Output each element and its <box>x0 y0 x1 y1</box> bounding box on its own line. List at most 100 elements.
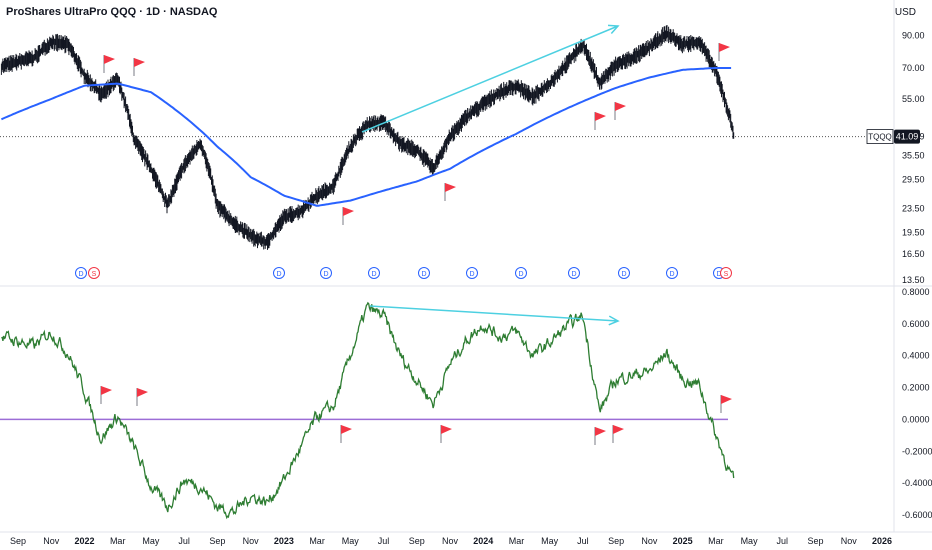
flag-icon <box>440 425 452 443</box>
split-circle <box>720 267 732 279</box>
dividend-text: D <box>78 271 83 278</box>
dividend-circle <box>466 267 478 279</box>
time-axis-label: Jul <box>378 536 390 546</box>
flag-icon <box>718 43 730 61</box>
price-tag-box <box>894 129 920 144</box>
dividend-circle <box>618 267 630 279</box>
dividend-marker: D <box>466 267 478 279</box>
time-axis-label: 2022 <box>74 536 94 546</box>
price-axis-tick-label: 16.50 <box>902 249 925 259</box>
currency-label: USD <box>894 7 916 18</box>
price-pane: 90.00 70.00 55.00 41.09 35.50 29.50 23.50 19.50… <box>0 24 925 285</box>
chart-title: ProShares UltraPro QQQ · 1D · NASDAQ <box>6 6 218 18</box>
time-axis-label: Jul <box>577 536 589 546</box>
dividend-marker: D <box>666 267 678 279</box>
dividend-circle <box>568 267 580 279</box>
dividend-text: D <box>469 271 474 278</box>
time-axis-label: 2023 <box>274 536 294 546</box>
time-axis-label: Sep <box>808 536 824 546</box>
dividend-circle <box>273 267 285 279</box>
oscillator-axis-tick-label: 0.8000 <box>902 287 930 297</box>
dividend-marker: D <box>75 267 87 279</box>
dividend-marker: D <box>320 267 332 279</box>
time-axis-label: 2025 <box>673 536 693 546</box>
flag-cloth <box>615 102 626 111</box>
oscillator-pane: 0.8000 0.6000 0.4000 0.2000 0.0000 -0.2000 -0.… <box>0 287 932 520</box>
dividend-marker: D <box>618 267 630 279</box>
dividend-circle <box>368 267 380 279</box>
moving-average-line <box>0 67 732 207</box>
flag-cloth <box>595 427 606 436</box>
time-axis-label: Nov <box>243 536 260 546</box>
flag-icon <box>342 207 354 225</box>
dividend-marker: D <box>273 267 285 279</box>
time-axis-label: Mar <box>110 536 126 546</box>
time-axis-label: Sep <box>10 536 26 546</box>
oscillator-axis-tick-label: 0.4000 <box>902 351 930 361</box>
split-text: S <box>724 271 729 278</box>
price-axis-tick-label: 55.00 <box>902 94 925 104</box>
dividend-circle <box>515 267 527 279</box>
ticker-tag-box <box>866 129 894 144</box>
price-axis-tick-label: 70.00 <box>902 63 925 73</box>
flag-icon <box>614 102 626 120</box>
time-axis: Sep Nov 2022 Mar May Jul Sep Nov 2023 Mar May Jul Se… <box>10 536 892 546</box>
split-circle <box>88 267 100 279</box>
time-axis-label: 2026 <box>872 536 892 546</box>
dividend-marker: D <box>515 267 527 279</box>
dividend-circle <box>666 267 678 279</box>
price-axis-tick-label: 13.50 <box>902 275 925 285</box>
flag-icon <box>594 427 606 445</box>
flag-cloth <box>613 425 624 434</box>
price-axis-tick-label: 23.50 <box>902 204 925 214</box>
oscillator-line <box>1 301 735 520</box>
time-axis-label: Nov <box>641 536 658 546</box>
flag-icon <box>103 55 115 73</box>
oscillator-axis-tick-label: -0.4000 <box>902 478 932 488</box>
trendline-arrow-oscillator <box>369 305 620 326</box>
time-axis-label: May <box>342 536 360 546</box>
flag-icon <box>612 425 624 443</box>
dividend-circle <box>418 267 430 279</box>
time-axis-label: May <box>142 536 160 546</box>
split-marker: S <box>720 267 732 279</box>
price-series <box>0 25 735 250</box>
flag-icon <box>340 425 352 443</box>
time-axis-label: May <box>741 536 759 546</box>
oscillator-axis-tick-label: 0.0000 <box>902 414 930 424</box>
flag-cloth <box>719 43 730 52</box>
last-price-tag: TQQQ 41.09 <box>866 129 920 144</box>
price-tag-value: 41.09 <box>896 132 919 142</box>
flag-cloth <box>137 388 148 397</box>
time-axis-label: Sep <box>608 536 624 546</box>
flag-cloth <box>101 386 112 395</box>
dividend-text: D <box>621 271 626 278</box>
trendline-arrow-oscillator-head <box>608 315 620 326</box>
dividend-text: D <box>421 271 426 278</box>
dividend-circle <box>75 267 87 279</box>
trendline-arrow-price-head <box>607 24 620 34</box>
price-axis-tick-label: 29.50 <box>902 174 925 184</box>
dividend-text: D <box>518 271 523 278</box>
dividend-text: D <box>571 271 576 278</box>
split-text: S <box>92 271 97 278</box>
flag-icon <box>133 58 145 76</box>
time-axis-label: Nov <box>841 536 858 546</box>
flag-cloth <box>445 183 456 192</box>
flag-cloth <box>104 55 115 64</box>
trendline-arrow-price <box>361 24 620 133</box>
trendline-arrow-price-line <box>361 25 619 133</box>
flag-cloth <box>343 207 354 216</box>
flag-icon <box>594 112 606 130</box>
ticker-tag-text: TQQQ <box>868 133 892 142</box>
dividend-text: D <box>276 271 281 278</box>
price-axis-tick-label: 19.50 <box>902 228 925 238</box>
price-axis-tick-label: 90.00 <box>902 31 925 41</box>
time-axis-label: Mar <box>509 536 525 546</box>
dividend-marker: D <box>368 267 380 279</box>
time-axis-label: Sep <box>409 536 425 546</box>
time-axis-label: Jul <box>777 536 789 546</box>
time-axis-label: Sep <box>209 536 225 546</box>
flag-cloth <box>595 112 606 121</box>
